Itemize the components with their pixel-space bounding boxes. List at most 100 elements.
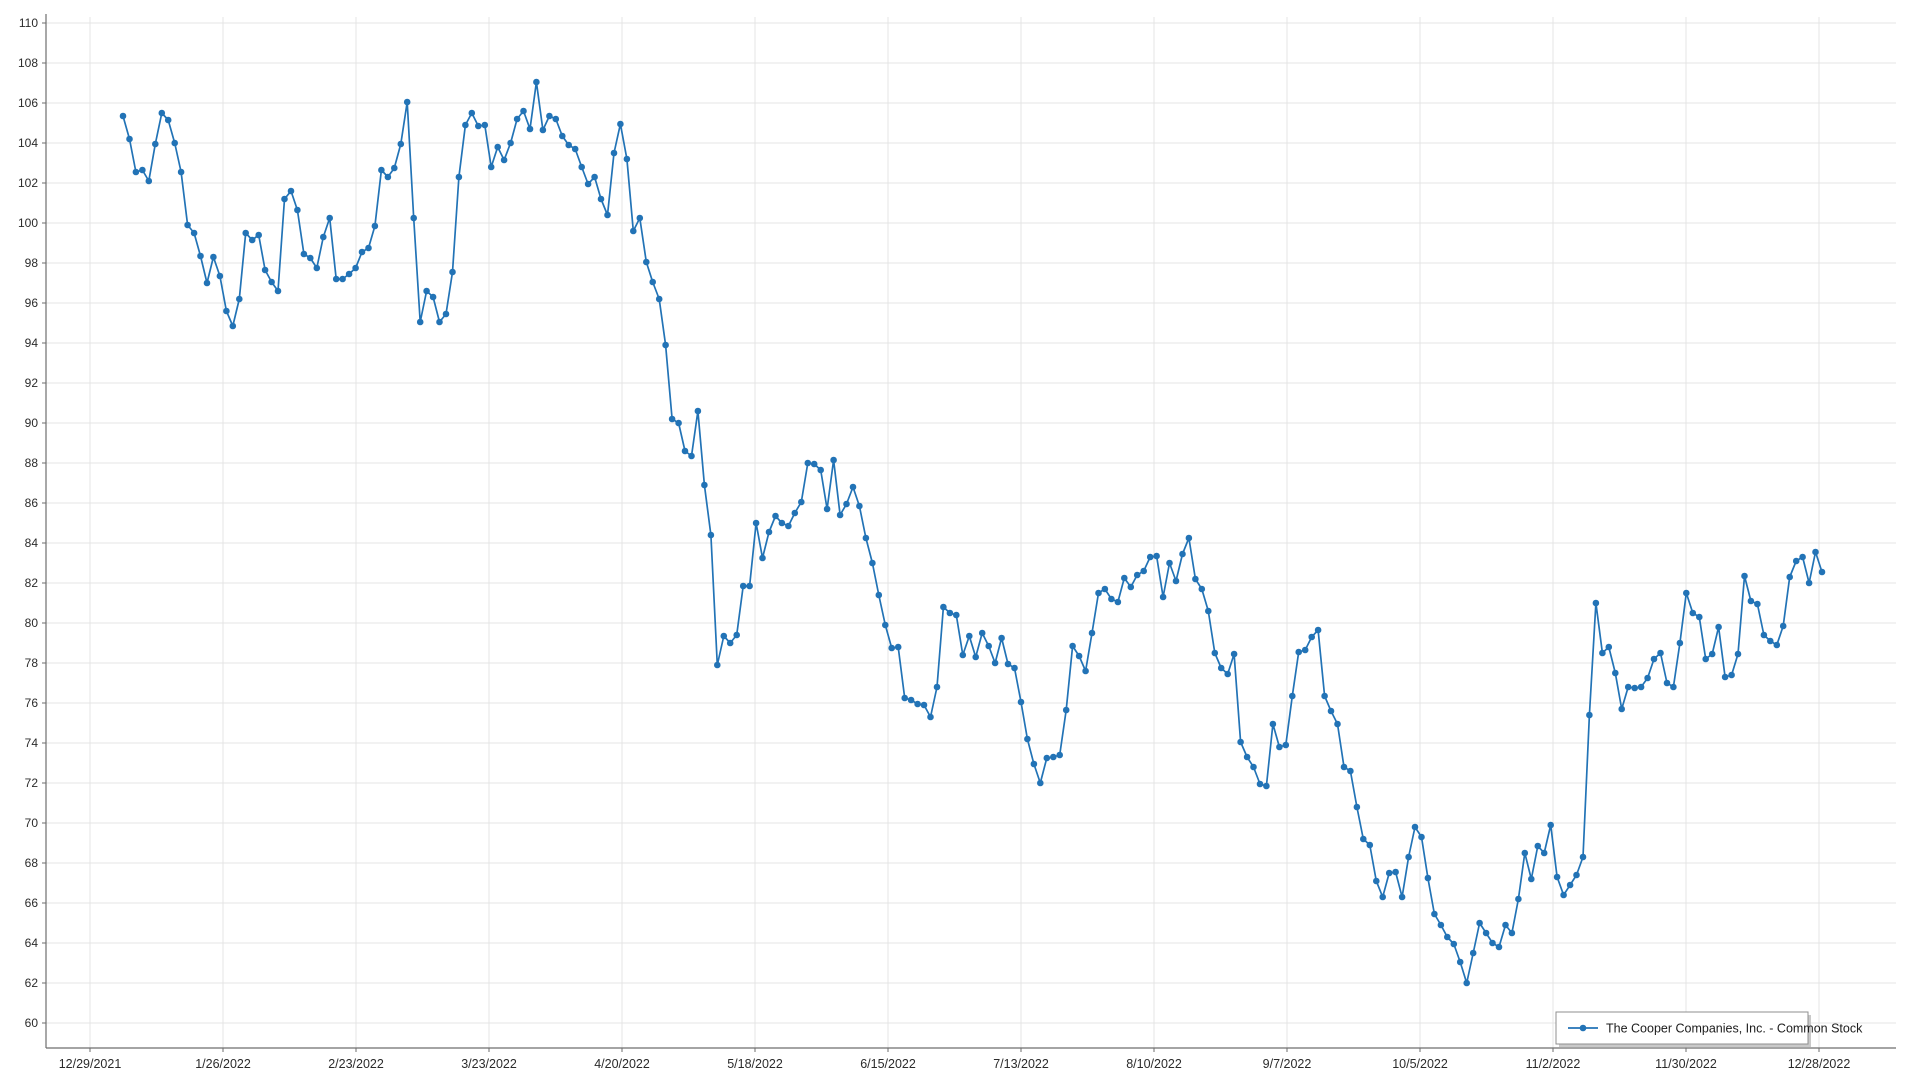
data-point-marker bbox=[778, 519, 786, 527]
data-point-marker bbox=[597, 195, 605, 203]
data-point-marker bbox=[1418, 833, 1425, 841]
data-point-marker bbox=[953, 611, 960, 619]
data-point-marker bbox=[630, 227, 637, 235]
data-point-marker bbox=[894, 643, 902, 651]
data-point-marker bbox=[1508, 929, 1516, 937]
data-point-marker bbox=[1431, 910, 1438, 918]
data-point-marker bbox=[1812, 548, 1819, 556]
data-point-marker bbox=[675, 419, 682, 427]
data-point-marker bbox=[1721, 673, 1729, 681]
data-point-marker bbox=[410, 214, 418, 222]
data-point-marker bbox=[158, 109, 166, 117]
y-tick-label: 106 bbox=[18, 96, 38, 110]
y-tick-label: 92 bbox=[25, 376, 39, 390]
data-point-marker bbox=[391, 164, 398, 172]
legend-group: The Cooper Companies, Inc. - Common Stoc… bbox=[1555, 1011, 1863, 1047]
data-point-marker bbox=[1050, 753, 1057, 761]
data-point-marker bbox=[1670, 683, 1677, 691]
data-point-marker bbox=[481, 121, 489, 129]
data-point-marker bbox=[1799, 553, 1806, 561]
data-point-marker bbox=[358, 248, 366, 256]
data-point-marker bbox=[914, 700, 921, 708]
data-point-marker bbox=[1495, 943, 1503, 951]
data-point-marker bbox=[1676, 639, 1684, 647]
gridlines-group bbox=[46, 17, 1896, 1048]
data-point-marker bbox=[1605, 643, 1613, 651]
data-point-marker bbox=[119, 112, 127, 120]
data-point-marker bbox=[978, 629, 986, 637]
data-point-marker bbox=[126, 135, 133, 143]
data-point-marker bbox=[216, 272, 224, 280]
data-point-marker bbox=[1185, 534, 1193, 542]
data-point-marker bbox=[1754, 600, 1761, 608]
data-point-marker bbox=[475, 122, 482, 130]
data-point-marker bbox=[320, 233, 327, 241]
data-point-marker bbox=[1308, 633, 1315, 641]
data-point-marker bbox=[132, 168, 140, 176]
data-point-marker bbox=[991, 659, 999, 667]
x-tick-label: 11/30/2022 bbox=[1655, 1057, 1717, 1071]
data-point-marker bbox=[739, 582, 747, 590]
data-point-marker bbox=[998, 634, 1005, 642]
data-point-marker bbox=[1373, 877, 1380, 885]
data-point-marker bbox=[610, 149, 618, 157]
data-point-marker bbox=[1469, 949, 1477, 957]
data-point-marker bbox=[1657, 649, 1664, 657]
data-point-marker bbox=[184, 221, 191, 229]
data-point-marker bbox=[1702, 655, 1709, 663]
data-point-marker bbox=[494, 143, 502, 151]
data-point-marker bbox=[442, 310, 450, 318]
data-point-marker bbox=[1534, 842, 1542, 850]
data-point-marker bbox=[513, 115, 521, 123]
data-point-marker bbox=[1062, 706, 1070, 714]
data-point-marker bbox=[1521, 849, 1529, 857]
data-point-marker bbox=[662, 341, 669, 349]
y-tick-label: 110 bbox=[19, 16, 38, 30]
data-point-marker bbox=[300, 250, 308, 258]
y-tick-label: 98 bbox=[25, 256, 39, 270]
data-point-marker bbox=[856, 502, 863, 510]
data-point-marker bbox=[765, 528, 773, 536]
data-point-marker bbox=[746, 582, 753, 590]
data-point-marker bbox=[1592, 599, 1600, 607]
data-point-marker bbox=[972, 653, 979, 661]
data-point-marker bbox=[520, 107, 527, 115]
x-tick-label: 10/5/2022 bbox=[1392, 1057, 1448, 1071]
data-point-marker bbox=[197, 252, 204, 260]
data-point-marker bbox=[449, 268, 456, 276]
data-point-marker bbox=[1515, 895, 1522, 903]
data-point-marker bbox=[429, 293, 437, 301]
data-point-marker bbox=[933, 683, 941, 691]
data-point-marker bbox=[907, 696, 915, 704]
x-tick-label: 2/23/2022 bbox=[328, 1057, 384, 1071]
data-point-marker bbox=[940, 603, 947, 611]
data-point-marker bbox=[869, 559, 876, 567]
data-point-marker bbox=[171, 139, 178, 147]
data-point-marker bbox=[1314, 626, 1322, 634]
data-point-marker bbox=[533, 78, 540, 86]
data-point-marker bbox=[1547, 821, 1554, 829]
data-point-marker bbox=[1767, 637, 1774, 645]
legend-marker-dot bbox=[1579, 1024, 1587, 1032]
y-tick-label: 88 bbox=[25, 456, 39, 470]
x-tick-label: 6/15/2022 bbox=[860, 1057, 916, 1071]
x-tick-label: 4/20/2022 bbox=[594, 1057, 650, 1071]
data-point-marker bbox=[210, 253, 217, 261]
data-point-marker bbox=[1631, 684, 1638, 692]
data-point-marker bbox=[1696, 613, 1703, 621]
y-tick-label: 94 bbox=[25, 336, 39, 350]
data-point-marker bbox=[1140, 567, 1147, 575]
data-point-marker bbox=[882, 621, 889, 629]
data-point-marker bbox=[1818, 568, 1826, 576]
data-point-marker bbox=[1230, 650, 1238, 658]
data-point-marker bbox=[261, 266, 269, 274]
data-point-marker bbox=[565, 141, 572, 149]
data-point-marker bbox=[384, 173, 392, 181]
data-point-marker bbox=[1276, 743, 1283, 751]
data-point-marker bbox=[720, 632, 728, 640]
data-point-marker bbox=[145, 177, 153, 185]
data-point-marker bbox=[403, 98, 411, 106]
data-point-marker bbox=[1121, 574, 1128, 582]
data-point-marker bbox=[164, 116, 172, 124]
data-point-marker bbox=[1075, 652, 1083, 660]
